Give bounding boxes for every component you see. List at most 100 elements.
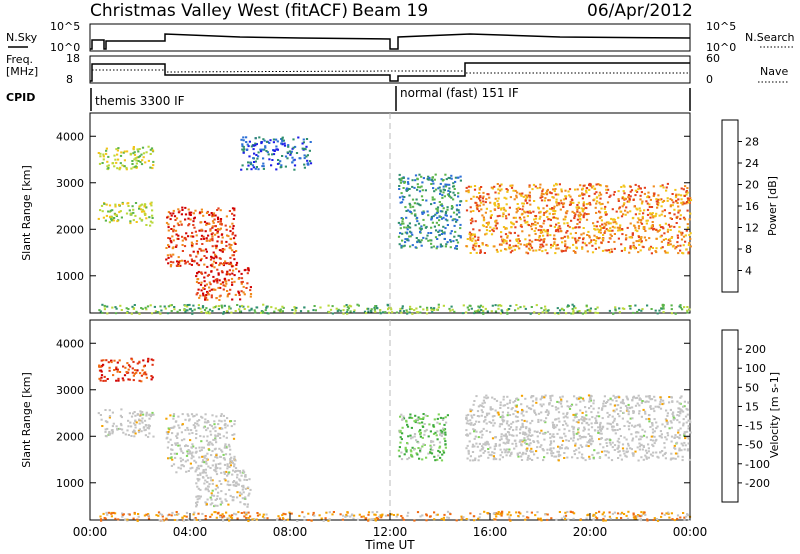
data-pixel-3 (209, 496, 212, 499)
data-pixel-2 (218, 249, 221, 252)
data-pixel-4 (436, 458, 439, 461)
data-pixel-1 (141, 208, 144, 211)
data-pixel-5 (676, 436, 679, 438)
data-pixel-6 (528, 191, 531, 194)
data-pixel-7 (530, 306, 533, 308)
data-pixel-6 (684, 240, 687, 243)
data-pixel-5 (585, 414, 588, 417)
data-pixel-4 (397, 449, 400, 452)
data-pixel-2 (167, 211, 170, 214)
data-pixel-5 (403, 244, 406, 247)
data-pixel-5 (430, 218, 433, 221)
data-pixel-6 (110, 512, 113, 515)
data-pixel-1 (127, 419, 130, 422)
data-pixel-6 (469, 239, 472, 242)
data-pixel-6 (512, 245, 515, 248)
data-pixel-6 (508, 511, 511, 514)
y-tick-label: 2000 (56, 223, 84, 236)
data-pixel-2 (231, 212, 234, 215)
data-pixel-5 (431, 196, 434, 199)
data-pixel-5 (615, 408, 618, 411)
data-pixel-2 (178, 260, 181, 262)
data-pixel-6 (646, 519, 649, 522)
data-pixel-5 (613, 449, 616, 451)
data-pixel-0 (124, 366, 127, 369)
data-pixel-5 (486, 414, 489, 417)
data-pixel-5 (636, 424, 640, 427)
data-pixel-5 (640, 401, 643, 404)
data-pixel-4 (408, 456, 411, 459)
data-pixel-5 (568, 407, 572, 410)
data-pixel-7 (572, 310, 575, 313)
data-pixel-3 (209, 503, 212, 506)
data-pixel-6 (502, 241, 505, 244)
data-pixel-6 (485, 226, 488, 228)
data-pixel-6 (483, 252, 486, 254)
data-pixel-5 (459, 235, 462, 238)
data-pixel-5 (537, 412, 541, 415)
data-pixel-2 (195, 240, 199, 242)
data-pixel-5 (580, 436, 584, 438)
data-pixel-6 (647, 191, 650, 194)
data-pixel-5 (525, 433, 528, 436)
data-pixel-6 (503, 196, 506, 199)
data-pixel-6 (609, 222, 612, 225)
data-pixel-5 (495, 399, 499, 402)
data-pixel-6 (504, 215, 508, 217)
data-pixel-6 (683, 518, 686, 521)
data-pixel-6 (318, 514, 321, 517)
data-pixel-6 (638, 518, 641, 521)
data-pixel-6 (620, 243, 623, 246)
data-pixel-6 (494, 224, 497, 227)
data-pixel-7 (327, 304, 330, 307)
data-pixel-6 (528, 199, 531, 202)
data-pixel-5 (549, 433, 552, 436)
data-pixel-1 (116, 428, 119, 431)
data-pixel-6 (623, 192, 626, 195)
data-pixel-5 (418, 227, 421, 230)
data-pixel-5 (616, 423, 619, 426)
data-pixel-7 (634, 304, 637, 307)
data-pixel-6 (303, 515, 306, 518)
data-pixel-7 (589, 307, 592, 310)
data-pixel-1 (111, 432, 114, 435)
data-pixel-4 (419, 435, 422, 438)
data-pixel-0 (116, 370, 119, 373)
data-pixel-6 (622, 184, 625, 187)
data-pixel-2 (208, 448, 211, 451)
data-pixel-6 (687, 199, 690, 202)
data-pixel-2 (173, 425, 176, 428)
data-pixel-6 (487, 222, 490, 225)
data-pixel-6 (471, 217, 474, 220)
data-pixel-3 (196, 501, 199, 504)
data-pixel-6 (364, 517, 367, 520)
data-pixel-6 (520, 194, 523, 197)
data-pixel-3 (241, 497, 244, 500)
data-pixel-2 (192, 455, 195, 458)
data-pixel-5 (581, 422, 584, 425)
data-pixel-5 (402, 222, 405, 225)
data-pixel-5 (414, 213, 417, 216)
data-pixel-6 (609, 194, 612, 197)
data-pixel-5 (579, 396, 583, 399)
data-pixel-5 (437, 187, 440, 190)
data-pixel-1 (136, 413, 139, 416)
data-pixel-7 (641, 308, 644, 311)
data-pixel-7 (170, 304, 173, 307)
data-pixel-2 (216, 228, 220, 230)
data-pixel-3 (214, 469, 217, 472)
data-pixel-6 (520, 224, 523, 226)
data-pixel-5 (670, 426, 673, 429)
data-pixel-5 (630, 433, 633, 436)
data-pixel-5 (403, 181, 406, 184)
data-pixel-0 (130, 358, 134, 361)
data-pixel-5 (586, 441, 589, 444)
data-pixel-2 (204, 230, 207, 233)
data-pixel-6 (578, 236, 581, 239)
data-pixel-3 (225, 500, 228, 502)
data-pixel-6 (625, 206, 628, 209)
data-pixel-2 (194, 425, 197, 428)
data-pixel-6 (110, 515, 113, 518)
data-pixel-7 (449, 309, 452, 312)
data-pixel-3 (228, 292, 231, 295)
